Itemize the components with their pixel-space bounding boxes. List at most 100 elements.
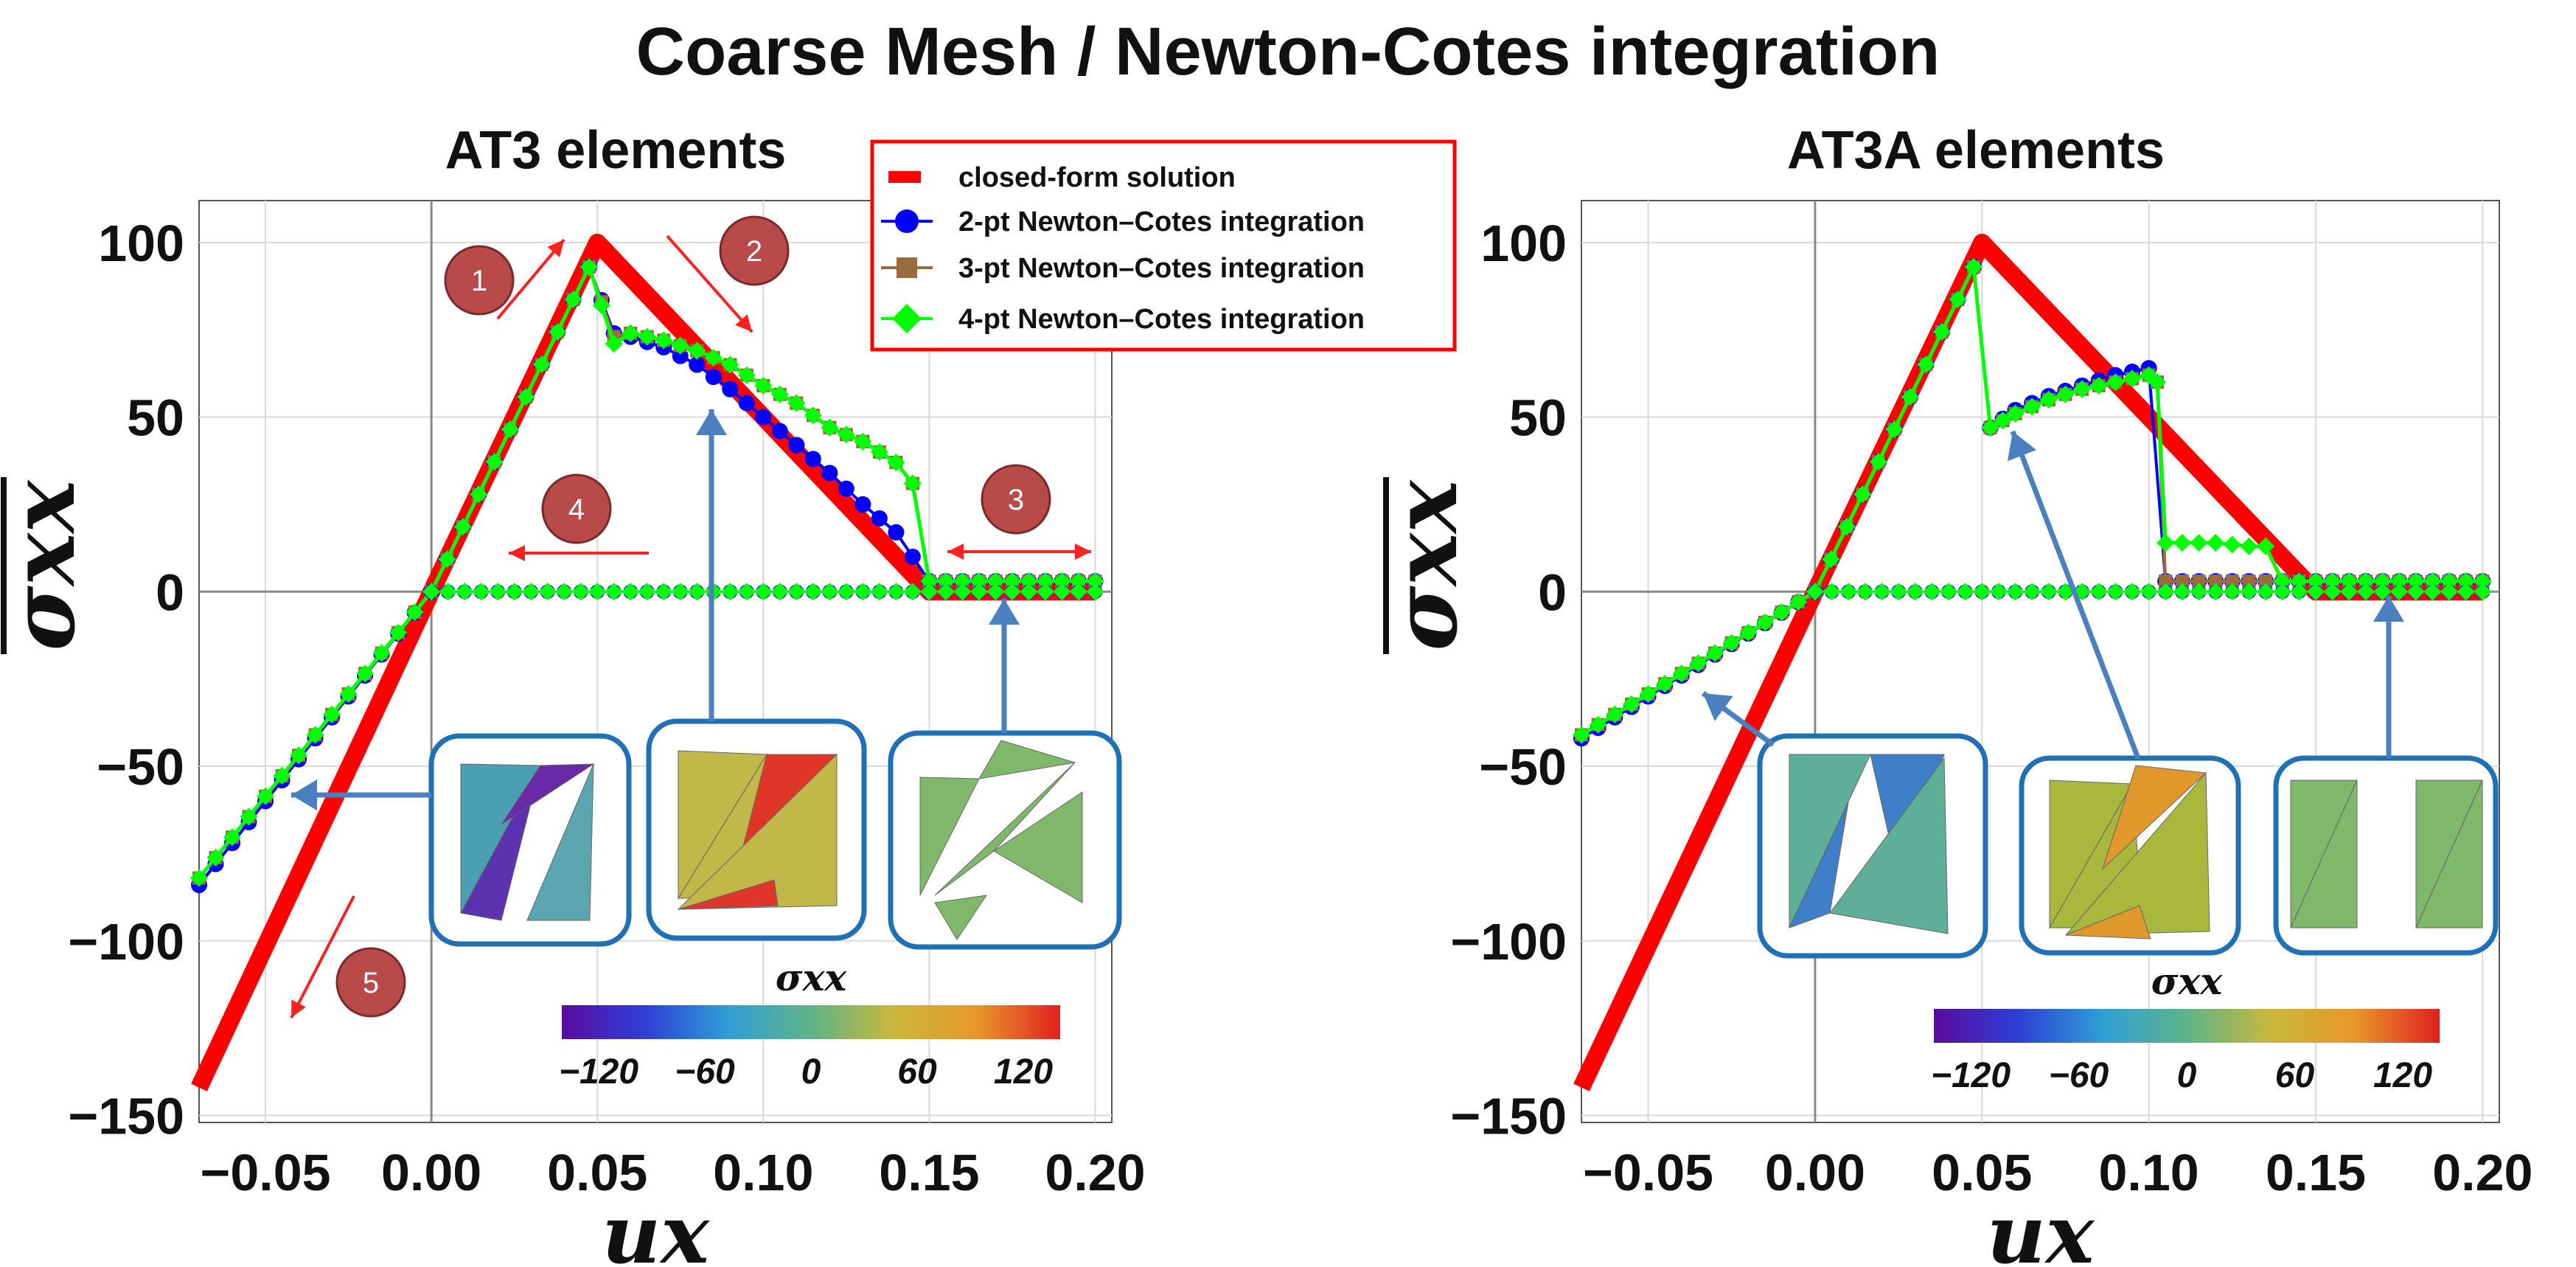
annotation-circle [981,464,1051,535]
data-point [2123,369,2141,388]
x-tick-label: 0.10 [2099,1144,2199,1201]
inset-at3-right [888,730,1122,950]
unloading-marker [638,583,656,601]
arrow-head [1075,544,1091,560]
legend-swatch [888,171,921,183]
unloading-marker [2207,583,2225,601]
data-point [453,518,472,536]
panel-at3: −0.05 0.00 0.05 0.10 0.15 0.20100500−50−100−1… [0,121,1146,1267]
data-point [1917,355,1935,374]
data-point [2192,575,2206,589]
unloading-marker [489,583,507,601]
unloading-marker [754,583,773,601]
unloading-marker [538,583,557,601]
annotation-number: 4 [568,493,585,526]
legend-label: 4-pt Newton–Cotes integration [958,304,1365,335]
y-tick-label: 0 [1538,563,1567,621]
data-point [2323,572,2342,591]
data-point [755,409,772,426]
unloading-marker [505,583,523,601]
unloading-marker [1989,583,2008,601]
colorbar-tick: −60 [675,1052,735,1091]
data-point [2457,572,2475,591]
unloading-marker [555,583,574,601]
data-point [705,369,722,386]
data-point [1053,572,1071,591]
arrow-shaft [2010,430,2141,760]
unloading-marker [2423,583,2442,601]
unloading-marker [1940,583,1957,601]
unloading-marker [770,583,789,601]
data-point [689,356,706,373]
mesh-element [501,763,595,825]
data-point [206,848,225,867]
y-tick-label: 0 [156,563,184,621]
arrow-head [509,545,525,561]
direction-arrow [496,238,565,320]
unloading-marker [2173,583,2191,601]
annotation-circle [541,473,612,544]
panel-at3a: −0.05 0.00 0.05 0.10 0.15 0.20 100 50 0 −50 −100 −1… [1374,121,2533,1267]
unloading-marker [1956,583,1974,601]
data-point [2259,575,2273,589]
data-point [1772,603,1791,622]
unloading-marker [2457,583,2475,601]
data-point [2474,572,2492,591]
data-point [1639,684,1657,703]
data-point [240,808,258,826]
data-point [888,524,905,541]
data-point [389,623,408,642]
data-point [273,766,291,785]
data-point [306,726,324,744]
unloading-marker [2340,583,2359,601]
data-point [788,437,805,454]
data-point [1706,644,1724,662]
mesh-element [1829,757,1949,934]
arrow-head [947,544,964,560]
unloading-marker [970,583,988,601]
unloading-marker [571,583,590,601]
unloading-marker [439,583,457,601]
unloading-marker [804,583,822,601]
x-tick-label: 0.20 [2432,1144,2533,1201]
colorbar-at3a: −120 −60 0 60 120 σxx [1931,959,2440,1095]
data-point [1606,705,1624,723]
data-point [190,869,208,887]
data-point [671,336,689,355]
data-point [290,746,308,765]
annotation-number: 3 [1008,484,1024,516]
data-point [1853,485,1872,504]
unloading-marker [2273,583,2291,601]
legend-swatch [897,257,917,278]
legend-swatch [895,209,919,233]
data-point [854,432,872,451]
data-point [2225,575,2239,589]
y-tick-label: 50 [127,389,184,447]
mesh-element [2290,780,2358,928]
unloading-marker [903,583,922,601]
data-point [688,341,706,360]
unloading-marker [2307,583,2325,601]
direction-arrow [947,544,1091,560]
y-tick-label: 50 [1509,389,1567,447]
data-point [1020,572,1038,591]
unloading-marker [472,583,490,601]
arrow-head [2007,431,2037,462]
annotation-number: 1 [471,265,487,297]
data-point [1573,726,1590,744]
data-point [970,572,988,591]
unloading-marker [2140,583,2158,601]
unloading-marker [2240,583,2258,601]
data-point [2190,534,2208,552]
x-tick-label: 0.10 [713,1144,813,1201]
annotation-number: 5 [363,967,379,999]
colorbar-bar [562,1005,1060,1039]
mesh-element [2101,765,2207,870]
data-point [2159,575,2173,589]
data-point [2406,572,2425,591]
unloading-marker [737,583,756,601]
unloading-marker [1823,583,1841,601]
mesh-element [526,763,594,921]
data-point [2440,572,2459,591]
data-point [737,366,756,384]
